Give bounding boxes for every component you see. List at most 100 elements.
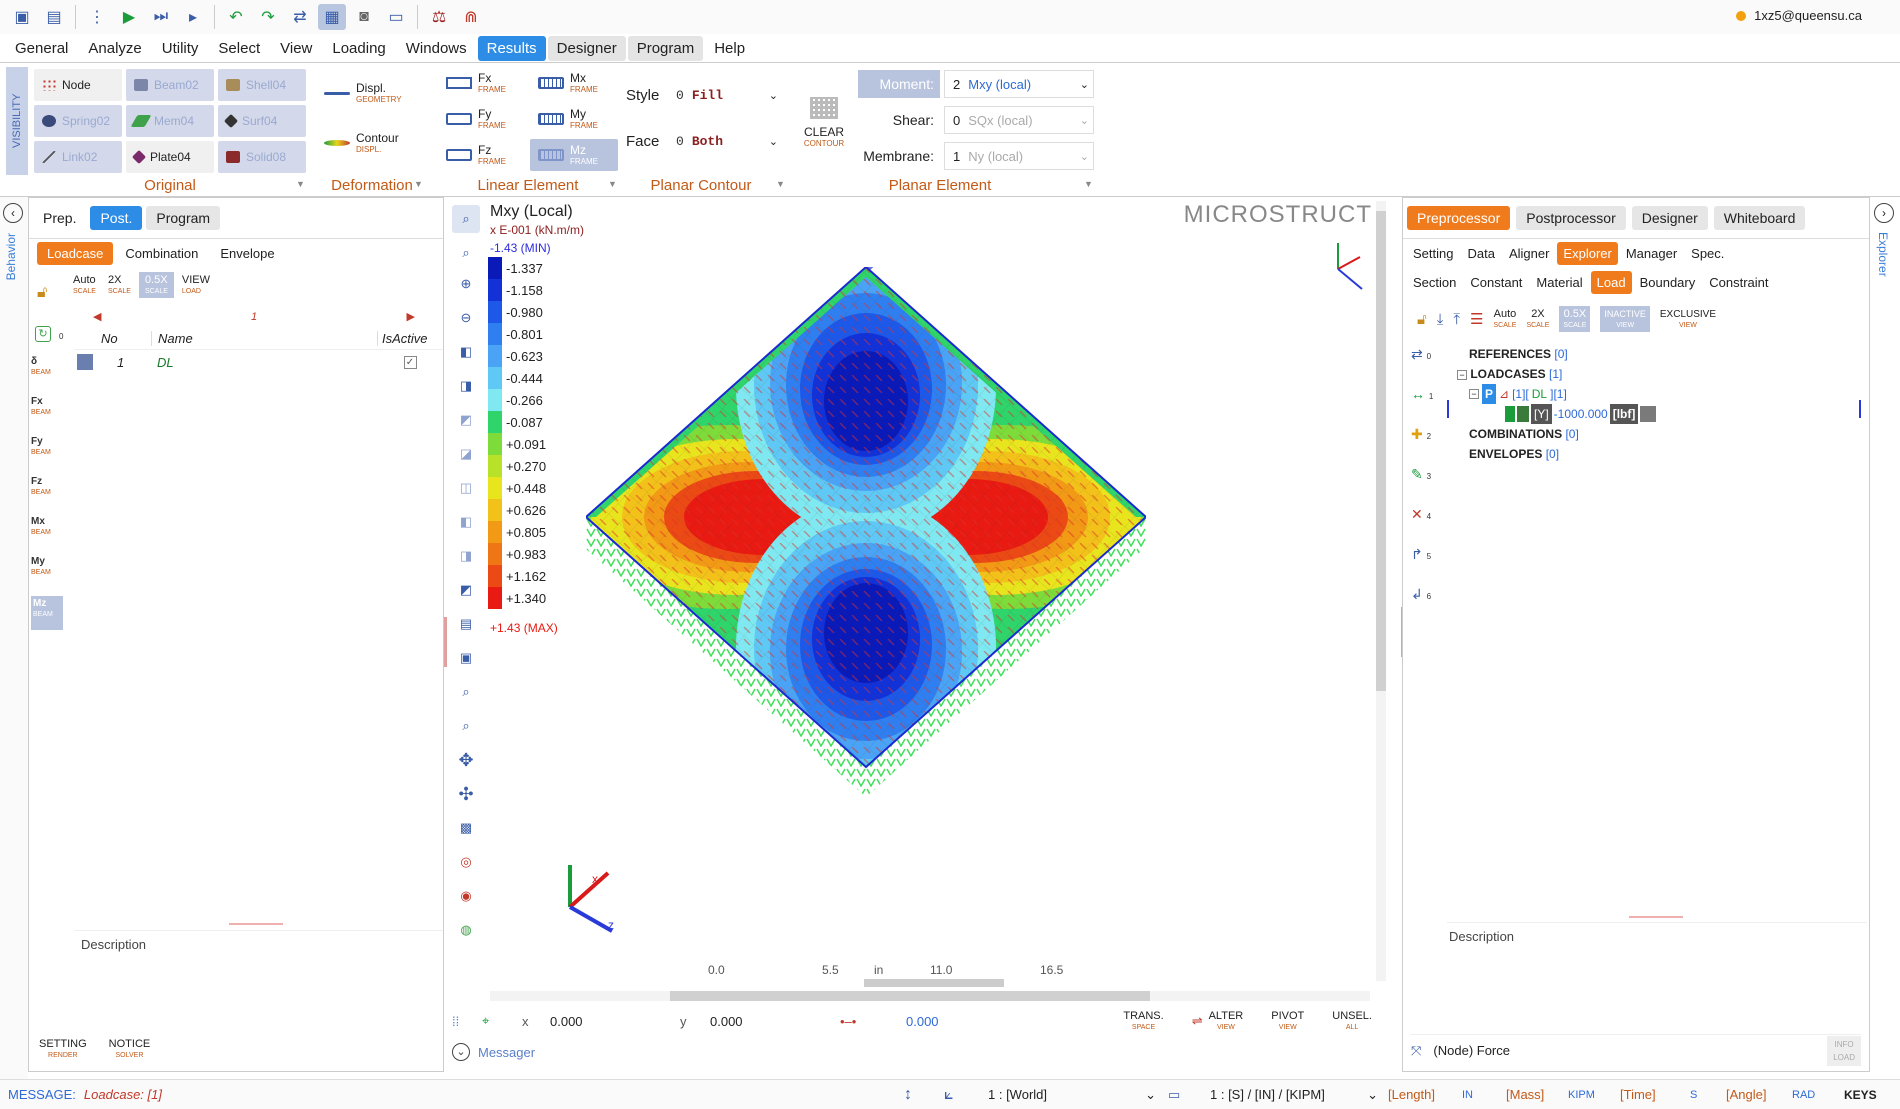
behavior-label[interactable]: Behavior bbox=[4, 233, 18, 281]
node-button[interactable]: Node bbox=[34, 69, 122, 101]
magnet-icon[interactable]: ⋒ bbox=[464, 9, 478, 26]
menu-program[interactable]: Program bbox=[627, 35, 704, 61]
fit-icon[interactable]: ▩ bbox=[459, 820, 473, 835]
vertical-scrollbar[interactable] bbox=[1376, 201, 1386, 981]
node-tree-icon[interactable]: ⋮ bbox=[89, 9, 105, 26]
table-row[interactable]: 1 DL ✓ bbox=[75, 350, 443, 374]
pivot-view-button[interactable]: PIVOT VIEW bbox=[1271, 1010, 1305, 1031]
spring02-button[interactable]: Spring02 bbox=[34, 105, 122, 137]
setting-render-button[interactable]: SETTING RENDER bbox=[39, 1038, 87, 1059]
tab-spec[interactable]: Spec. bbox=[1691, 246, 1725, 261]
visibility-toggle[interactable]: VISIBILITY bbox=[6, 67, 28, 175]
behavior-mz[interactable]: Mz BEAM bbox=[31, 596, 63, 630]
tab-whiteboard[interactable]: Whiteboard bbox=[1713, 206, 1806, 230]
menu-help[interactable]: Help bbox=[714, 39, 746, 57]
view-top-icon[interactable]: ◧ bbox=[459, 514, 473, 529]
tab-aligner[interactable]: Aligner bbox=[1508, 246, 1550, 261]
row-selector[interactable] bbox=[77, 354, 93, 370]
add-icon[interactable]: ✚ 2 bbox=[1411, 426, 1432, 442]
planar-element-expand-icon[interactable]: ▼ bbox=[1084, 179, 1093, 189]
mx-frame-button[interactable]: Mx FRAME bbox=[530, 67, 618, 99]
angle-unit[interactable]: RAD bbox=[1792, 1088, 1816, 1101]
behavior-fx[interactable]: Fx BEAM bbox=[31, 396, 51, 416]
explorer-side-label[interactable]: Explorer bbox=[1876, 232, 1890, 277]
view-section-icon[interactable]: ◩ bbox=[459, 582, 473, 597]
inactive-view-button[interactable]: INACTIVE VIEW bbox=[1600, 306, 1650, 332]
tab-constant[interactable]: Constant bbox=[1470, 275, 1523, 290]
isactive-checkbox[interactable]: ✓ bbox=[403, 355, 417, 369]
solid08-button[interactable]: Solid08 bbox=[218, 141, 306, 173]
behavior-my[interactable]: My BEAM bbox=[31, 556, 51, 576]
tree-references[interactable]: REFERENCES [0] bbox=[1469, 347, 1568, 361]
window-icon[interactable]: ▭ bbox=[388, 9, 404, 26]
tab-boundary[interactable]: Boundary bbox=[1639, 275, 1696, 290]
tab-postprocessor[interactable]: Postprocessor bbox=[1516, 206, 1626, 230]
tab-manager[interactable]: Manager bbox=[1625, 246, 1678, 261]
view-left-icon[interactable]: ◪ bbox=[459, 446, 473, 461]
step-icon[interactable]: ▸ bbox=[188, 9, 198, 26]
swap-icon[interactable]: ⇄ 0 bbox=[1411, 346, 1432, 362]
original-expand-icon[interactable]: ▼ bbox=[296, 179, 305, 189]
mz-frame-button[interactable]: Mz FRAME bbox=[530, 139, 618, 171]
zoom-out-icon[interactable]: ⊖ bbox=[460, 310, 472, 325]
trans-space-button[interactable]: TRANS. SPACE bbox=[1123, 1010, 1164, 1031]
view-load-button[interactable]: VIEW LOAD bbox=[181, 274, 211, 295]
list-icon[interactable]: ☰ bbox=[1470, 311, 1484, 328]
length-unit[interactable]: IN bbox=[1462, 1088, 1473, 1101]
tab-post[interactable]: Post. bbox=[90, 206, 143, 230]
splitter-handle[interactable] bbox=[1629, 916, 1683, 918]
scale-icon[interactable]: ⚖ bbox=[431, 9, 447, 26]
plate04-button[interactable]: Plate04 bbox=[126, 141, 214, 173]
tab-setting[interactable]: Setting bbox=[1413, 246, 1454, 261]
zoom-extent-icon[interactable]: ⌕ bbox=[462, 718, 470, 733]
behavior-fy[interactable]: Fy BEAM bbox=[31, 436, 51, 456]
menu-windows[interactable]: Windows bbox=[405, 39, 467, 57]
info-load-button[interactable]: INFO LOAD bbox=[1827, 1035, 1861, 1066]
delete-icon[interactable]: ✕ 4 bbox=[1411, 506, 1432, 522]
next-icon[interactable]: ▶ bbox=[406, 311, 415, 323]
view-back-icon[interactable]: ◩ bbox=[459, 412, 473, 427]
tab-material[interactable]: Material bbox=[1536, 275, 1583, 290]
tab-explorer[interactable]: Explorer bbox=[1557, 242, 1618, 265]
tab-constraint[interactable]: Constraint bbox=[1709, 275, 1769, 290]
x-coord-field[interactable]: 0.000 bbox=[550, 1013, 583, 1029]
redo-arrow-icon[interactable]: ↱ 5 bbox=[1411, 546, 1432, 562]
tab-data[interactable]: Data bbox=[1467, 246, 1495, 261]
units-select[interactable]: 1 : [S] / [IN] / [KIPM] ⌄ bbox=[1210, 1086, 1378, 1102]
link02-button[interactable]: Link02 bbox=[34, 141, 122, 173]
grid-snap-icon[interactable]: ⁞⁞ bbox=[452, 1013, 460, 1029]
behavior-mx[interactable]: Mx BEAM bbox=[31, 516, 51, 536]
mem04-button[interactable]: Mem04 bbox=[126, 105, 214, 137]
moment-select[interactable]: 2 Mxy (local) ⌄ bbox=[944, 70, 1094, 98]
camera-icon[interactable]: ◙ bbox=[359, 8, 369, 25]
zoom-window-icon[interactable]: ⌕ bbox=[462, 245, 470, 260]
collapse-left-icon[interactable]: ‹ bbox=[3, 203, 23, 223]
layers-icon[interactable]: ▤ bbox=[459, 616, 473, 631]
zoom-in-icon[interactable]: ⊕ bbox=[460, 276, 472, 291]
collapse-right-icon[interactable]: › bbox=[1874, 203, 1894, 223]
notice-solver-button[interactable]: NOTICE SOLVER bbox=[108, 1038, 151, 1059]
style-select[interactable]: 0 Fill ⌄ bbox=[668, 81, 782, 109]
import-icon[interactable]: ⤓ bbox=[1436, 310, 1444, 328]
linear-expand-icon[interactable]: ▼ bbox=[608, 179, 617, 189]
my-frame-button[interactable]: My FRAME bbox=[530, 103, 618, 135]
user-account[interactable]: 1xz5@queensu.ca bbox=[1736, 8, 1862, 23]
behavior-delta[interactable]: δ BEAM bbox=[31, 356, 51, 376]
tree-combinations[interactable]: COMBINATIONS [0] bbox=[1469, 427, 1579, 441]
coord-system-select[interactable]: 1 : [World] ⌄ bbox=[988, 1086, 1156, 1102]
half-scale-button[interactable]: 0.5X SCALE bbox=[138, 272, 174, 298]
alter-view-button[interactable]: ALTER VIEW bbox=[1208, 1010, 1244, 1031]
menu-loading[interactable]: Loading bbox=[332, 39, 386, 57]
lock-icon[interactable]: 🔓︎ bbox=[37, 284, 48, 301]
exclusive-view-button[interactable]: EXCLUSIVE VIEW bbox=[1659, 309, 1717, 329]
tab-combination[interactable]: Combination bbox=[125, 246, 199, 261]
rotate-icon[interactable]: ✣ bbox=[458, 784, 474, 804]
mass-unit[interactable]: KIPM bbox=[1568, 1088, 1595, 1101]
edit-icon[interactable]: ✎ 3 bbox=[1411, 466, 1432, 482]
clear-contour-button[interactable]: CLEAR CONTOUR bbox=[796, 77, 852, 167]
target-icon[interactable]: ◉ bbox=[460, 888, 472, 903]
menu-general[interactable]: General bbox=[15, 39, 69, 57]
tree-loadcases[interactable]: − LOADCASES [1] bbox=[1457, 364, 1656, 384]
tree-loadcase-dl[interactable]: − P ⊿ [1][DL][1] bbox=[1457, 384, 1656, 404]
deformation-expand-icon[interactable]: ▼ bbox=[414, 179, 423, 189]
